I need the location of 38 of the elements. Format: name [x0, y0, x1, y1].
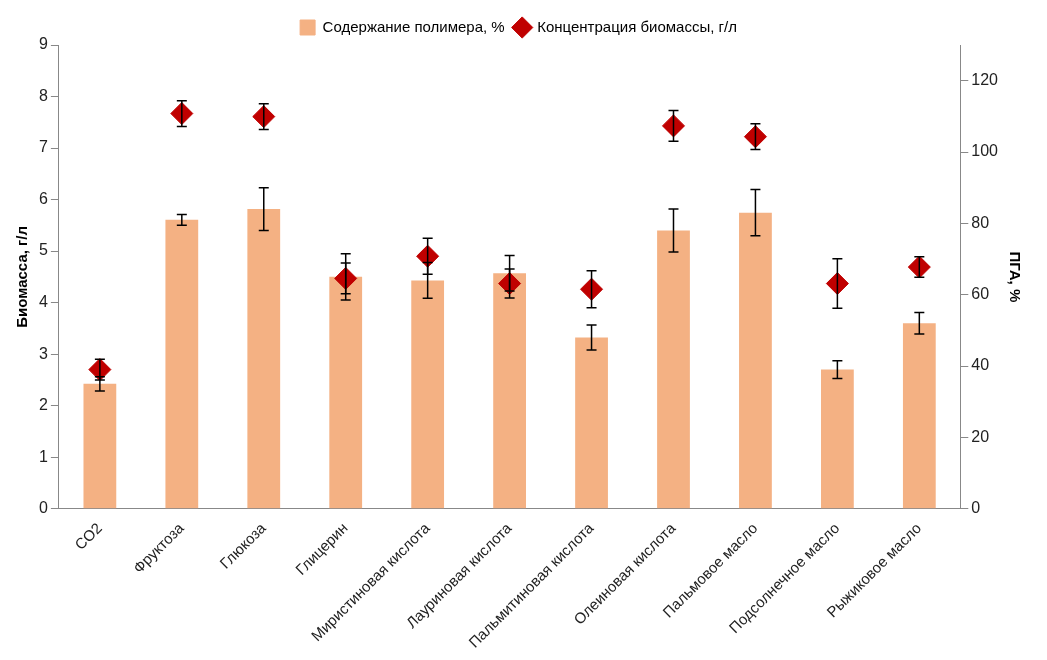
y-axis-title: Биомасса, г/л: [13, 226, 31, 328]
y-tick-label: 5: [38, 241, 48, 259]
y-tick-label: 7: [38, 138, 48, 156]
point: [907, 255, 931, 279]
bar: [329, 276, 363, 509]
y-tick-label: 6: [38, 189, 48, 207]
y-tick-label: 3: [38, 344, 48, 362]
bar: [165, 219, 199, 509]
point: [661, 114, 685, 138]
point: [580, 277, 604, 301]
bar: [493, 273, 526, 509]
bar: [739, 212, 772, 509]
legend-label: Концентрация биомассы, г/л: [537, 17, 737, 35]
point: [825, 272, 849, 296]
y2-axis-title: ПГА, %: [1006, 251, 1024, 303]
y2-tick-label: 100: [971, 142, 999, 160]
y-tick-label: 8: [38, 86, 48, 104]
y-tick-label: 9: [38, 35, 48, 53]
y2-tick-label: 120: [971, 71, 999, 89]
y2-tick-label: 60: [971, 285, 990, 303]
y-tick-label: 0: [38, 499, 48, 517]
bar: [83, 383, 117, 509]
legend-label: Содержание полимера, %: [322, 17, 505, 35]
y2-tick-label: 80: [971, 213, 990, 231]
bar: [902, 323, 936, 509]
point: [743, 125, 767, 149]
y-tick-label: 2: [38, 396, 48, 414]
y2-tick-label: 40: [971, 356, 990, 374]
bar: [657, 230, 690, 509]
bar: [575, 337, 608, 509]
y2-tick-label: 20: [971, 427, 990, 445]
y2-tick-label: 0: [971, 499, 981, 517]
point: [334, 266, 358, 290]
y-tick-label: 1: [38, 447, 48, 465]
bar: [247, 209, 281, 509]
bar: [411, 280, 445, 509]
bar: [821, 369, 854, 509]
y-tick-label: 4: [38, 293, 48, 311]
